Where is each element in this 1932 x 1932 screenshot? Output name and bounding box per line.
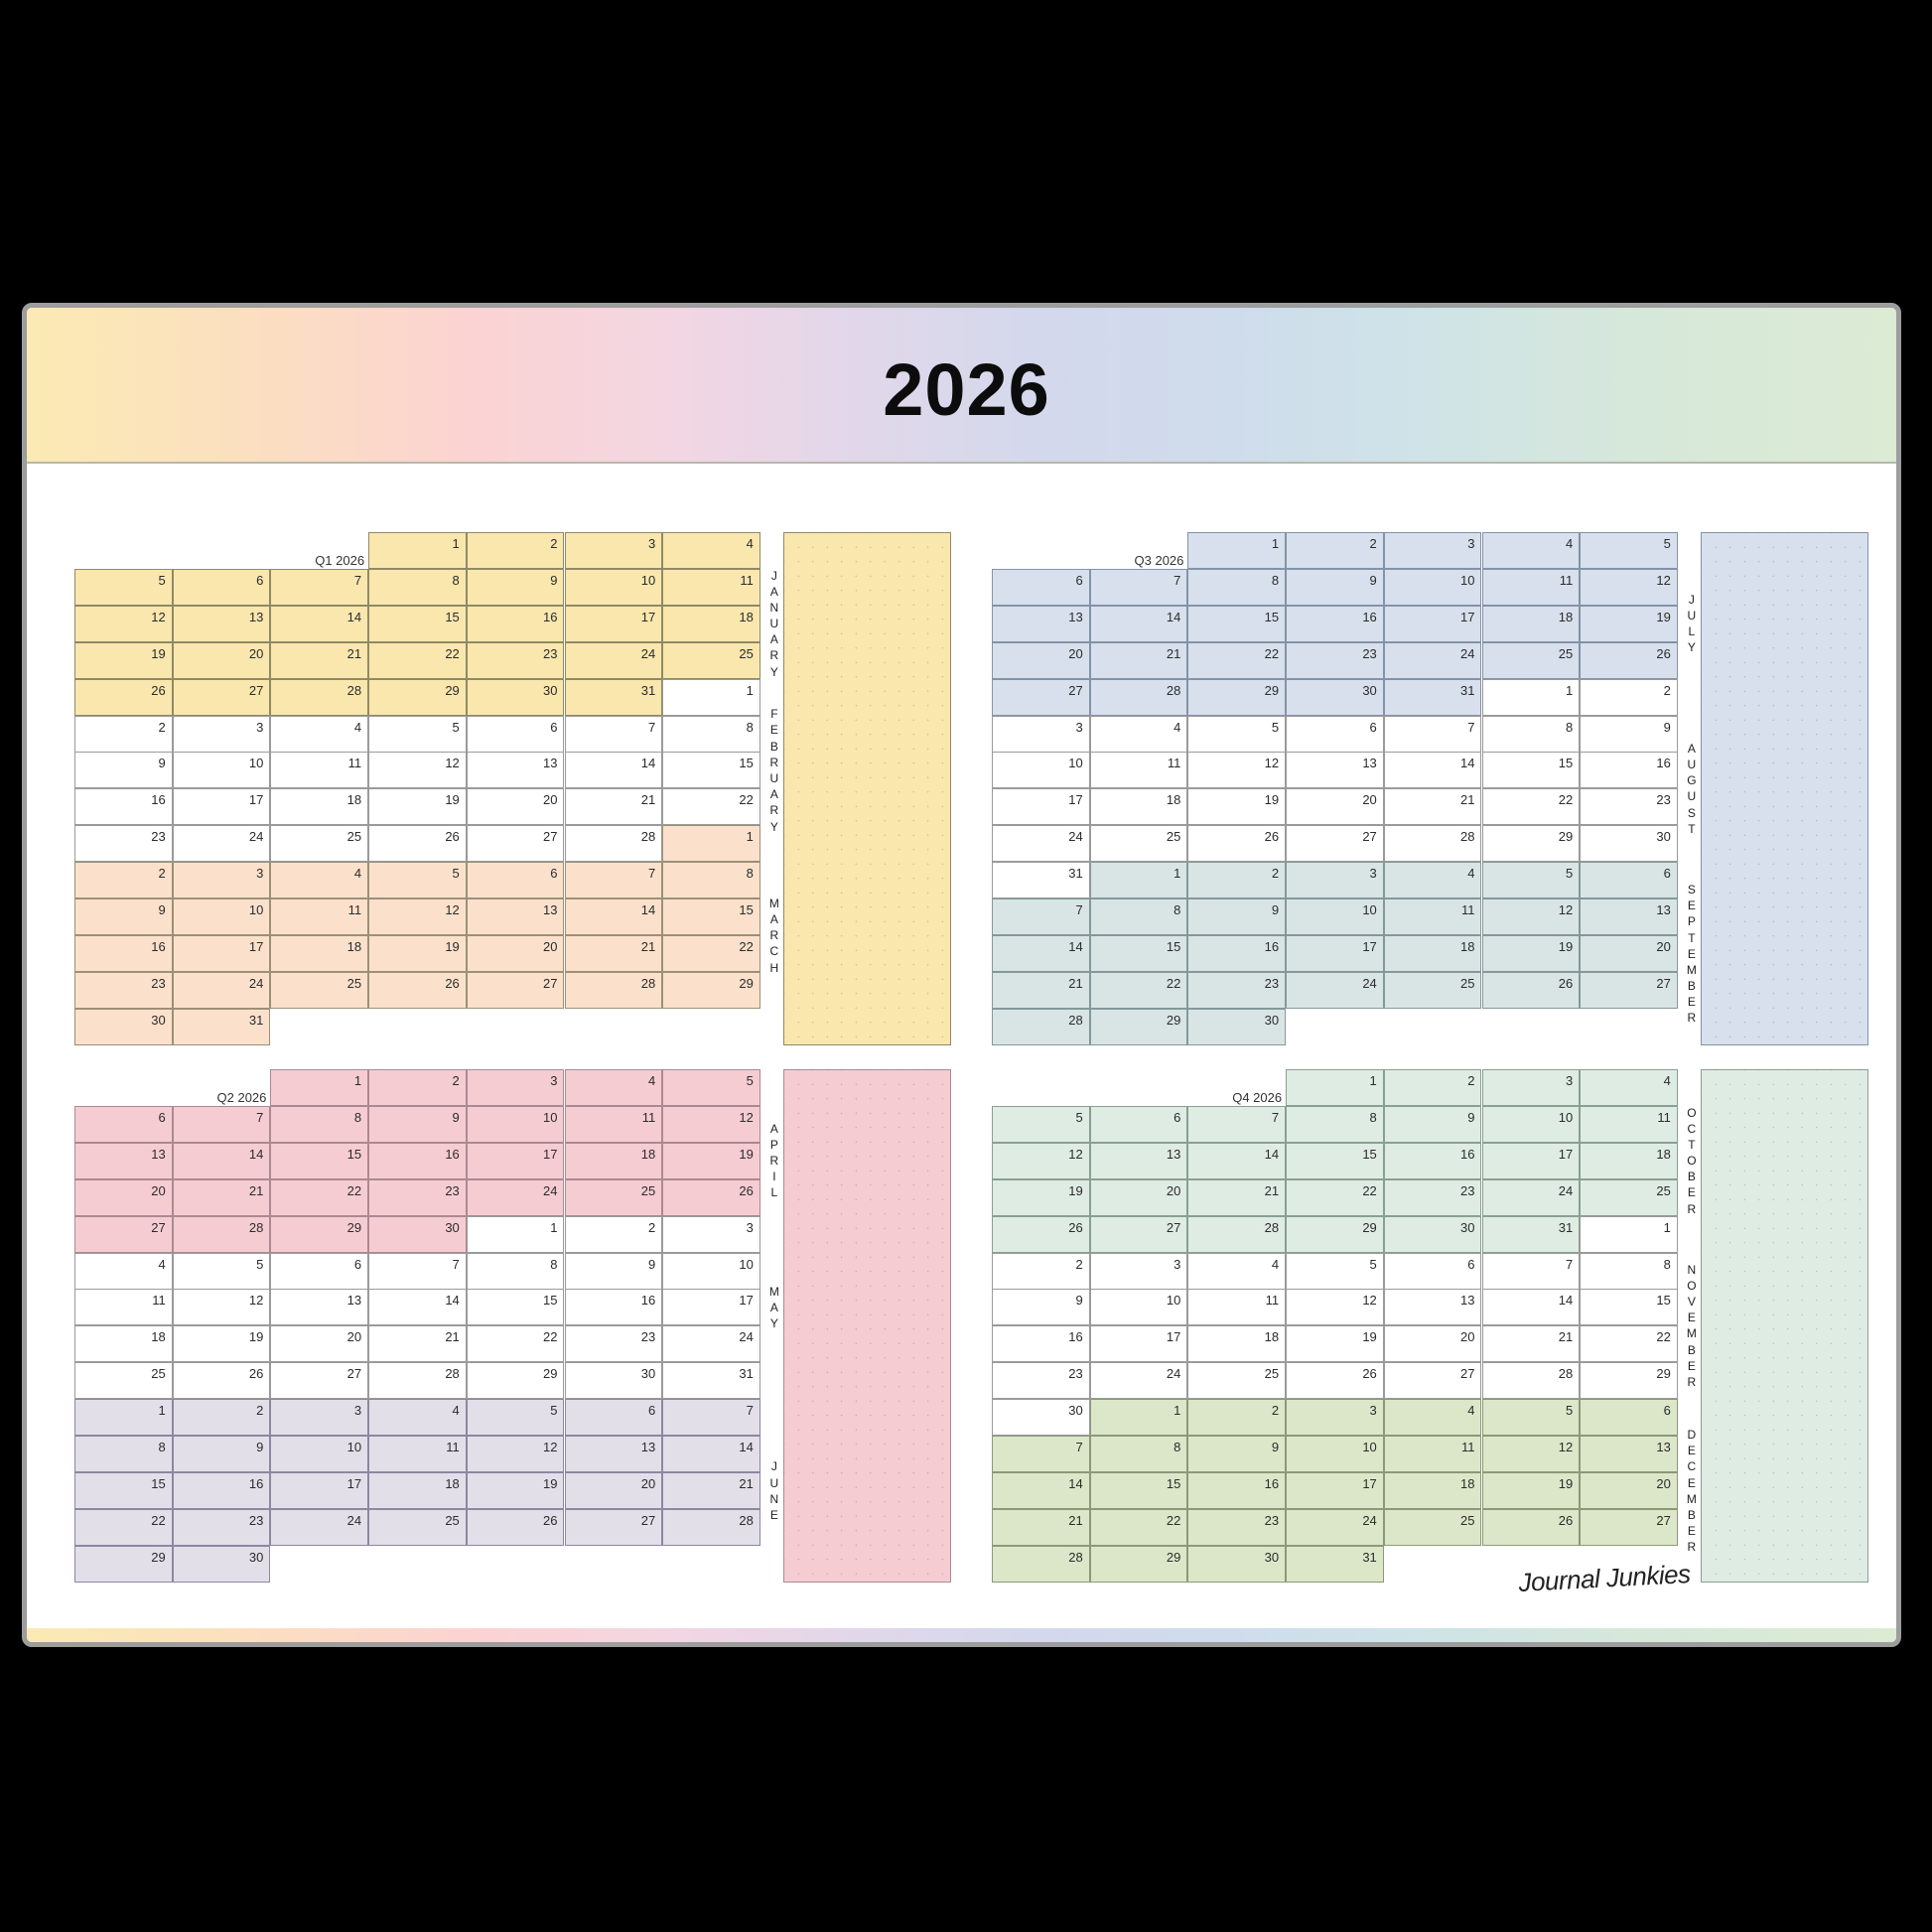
svg-text:Journal Junkies: Journal Junkies [1517, 1559, 1692, 1597]
